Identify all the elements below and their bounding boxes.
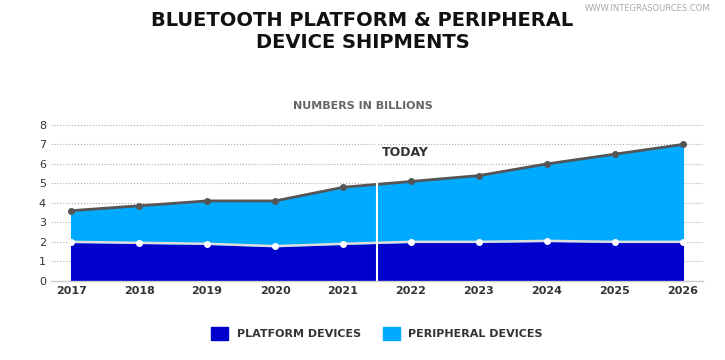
Text: TODAY: TODAY bbox=[382, 146, 428, 159]
Text: BLUETOOTH PLATFORM & PERIPHERAL
DEVICE SHIPMENTS: BLUETOOTH PLATFORM & PERIPHERAL DEVICE S… bbox=[152, 11, 573, 52]
Text: NUMBERS IN BILLIONS: NUMBERS IN BILLIONS bbox=[293, 101, 432, 111]
Text: WWW.INTEGRASOURCES.COM: WWW.INTEGRASOURCES.COM bbox=[585, 4, 710, 13]
Legend: PLATFORM DEVICES, PERIPHERAL DEVICES: PLATFORM DEVICES, PERIPHERAL DEVICES bbox=[207, 322, 547, 345]
